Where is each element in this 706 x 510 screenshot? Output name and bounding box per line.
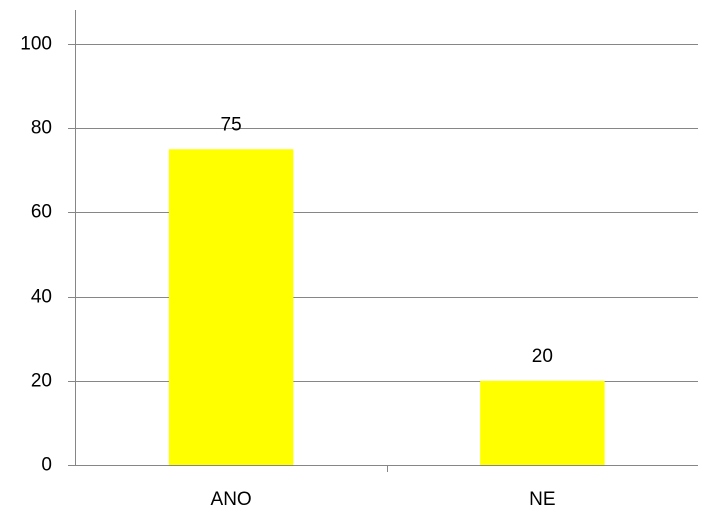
y-tick-label: 40 (31, 287, 52, 308)
x-tick-label: ANO (211, 489, 252, 510)
data-label: 20 (532, 346, 553, 367)
y-tick-label: 0 (41, 455, 52, 476)
x-tick-label: NE (529, 489, 555, 510)
y-tick-label: 60 (31, 202, 52, 223)
y-tick-label: 80 (31, 118, 52, 139)
data-label: 75 (221, 114, 242, 135)
y-tick-label: 20 (31, 371, 52, 392)
y-tick-label: 100 (20, 34, 52, 55)
bar (480, 380, 605, 465)
bar (168, 149, 294, 465)
